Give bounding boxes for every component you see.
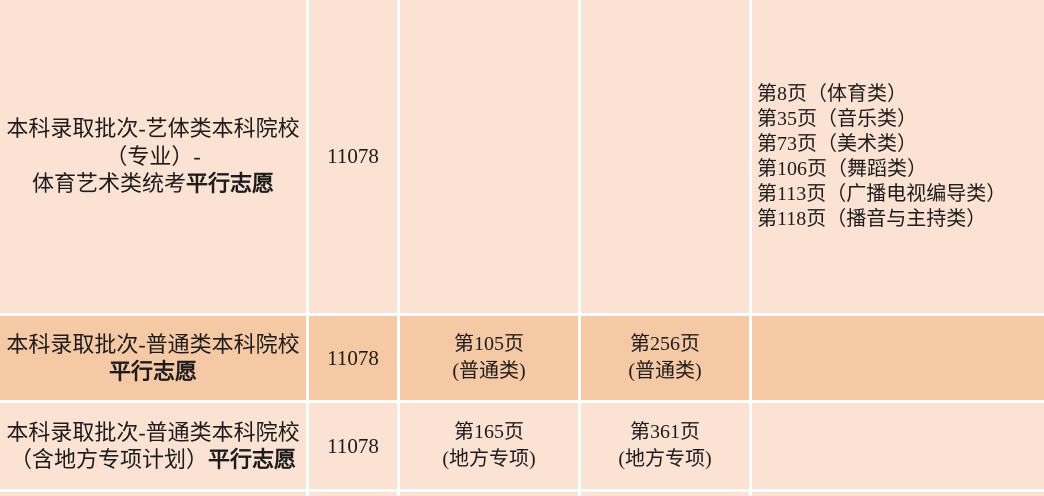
- category-page-item: 第118页（播音与主持类）: [757, 207, 987, 230]
- page-number: 第105页: [454, 333, 524, 355]
- batch-name-line: 本科录取批次-普通类本科院校: [6, 419, 300, 445]
- category-page-item: 第106页（舞蹈类）: [757, 157, 927, 180]
- batch-name-bold: 平行志愿: [186, 171, 275, 197]
- batch-name-line: 体育艺术类统考平行志愿: [31, 171, 275, 197]
- category-page-item: 第8页（体育类）: [757, 82, 907, 105]
- category-pages-cell: 第8页（体育类） 第35页（音乐类） 第73页（美术类） 第106页（舞蹈类） …: [752, 0, 1044, 313]
- page-category: (普通类): [628, 360, 702, 382]
- batch-name-line: （含地方专项计划）平行志愿: [9, 447, 297, 472]
- volume2-page-cell: [581, 0, 749, 313]
- volume2-page-cell: 第361页 (地方专项): [581, 403, 749, 489]
- batch-code: 11078: [327, 144, 379, 168]
- batch-name-cell: 本科录取批次-艺体类本科院校 （专业）- 体育艺术类统考平行志愿: [0, 0, 306, 313]
- next-row-sliver: [0, 492, 306, 496]
- volume2-page-cell: 第256页 (普通类): [581, 316, 749, 400]
- next-row-sliver: [400, 492, 578, 496]
- page-number: 第361页: [630, 421, 700, 443]
- page-category: (地方专项): [442, 448, 536, 470]
- next-row-sliver: [581, 492, 749, 496]
- batch-name-cell: 本科录取批次-普通类本科院校 平行志愿: [0, 316, 306, 400]
- next-row-sliver: [309, 492, 397, 496]
- category-pages-cell: [752, 316, 1044, 400]
- batch-name-bold: 平行志愿: [108, 359, 197, 384]
- batch-code-cell: 11078: [309, 403, 397, 489]
- volume1-page-cell: [400, 0, 578, 313]
- batch-name-line: （专业）-: [105, 143, 201, 169]
- page-number: 第165页: [454, 421, 524, 443]
- category-pages-cell: [752, 403, 1044, 489]
- batch-code: 11078: [327, 345, 379, 370]
- page-number: 第256页: [630, 333, 700, 355]
- category-page-item: 第73页（美术类）: [757, 132, 917, 155]
- page-category: (普通类): [452, 360, 526, 382]
- batch-code-cell: 11078: [309, 0, 397, 313]
- batch-name-line: 本科录取批次-普通类本科院校: [6, 331, 300, 357]
- batch-code: 11078: [327, 433, 379, 458]
- page-category: (地方专项): [618, 448, 712, 470]
- batch-name-cell: 本科录取批次-普通类本科院校 （含地方专项计划）平行志愿: [0, 403, 306, 489]
- volume1-page-cell: 第165页 (地方专项): [400, 403, 578, 489]
- next-row-sliver: [752, 492, 1044, 496]
- category-page-item: 第35页（音乐类）: [757, 107, 917, 130]
- batch-name-line: 平行志愿: [109, 358, 197, 386]
- batch-code-cell: 11078: [309, 316, 397, 400]
- category-page-item: 第113页（广播电视编导类）: [757, 182, 1007, 205]
- batch-name-bold: 平行志愿: [208, 447, 297, 472]
- volume1-page-cell: 第105页 (普通类): [400, 316, 578, 400]
- batch-name-line: 本科录取批次-艺体类本科院校: [6, 116, 300, 142]
